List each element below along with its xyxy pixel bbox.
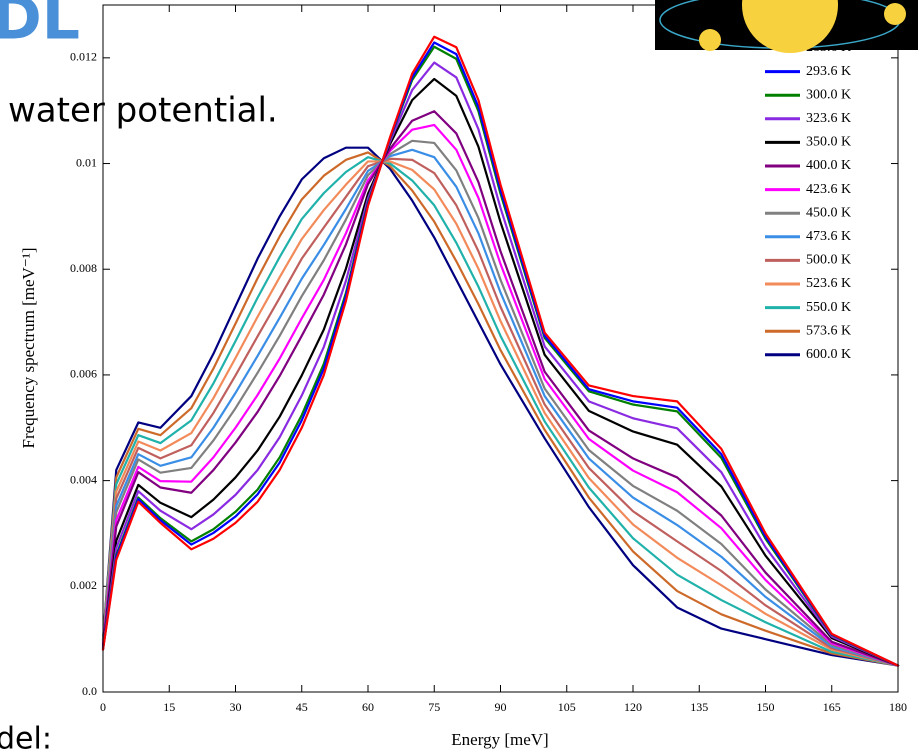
- series-line: [101, 160, 900, 667]
- legend-label: 573.6 K: [806, 323, 851, 338]
- slide-text: del:: [0, 722, 52, 755]
- x-tick-label: 75: [428, 700, 440, 714]
- legend-label: 600.0 K: [806, 347, 851, 362]
- legend-label: 323.6 K: [806, 111, 851, 126]
- y-tick-label: 0.01: [76, 155, 97, 169]
- x-tick-label: 105: [558, 700, 576, 714]
- legend-label: 400.0 K: [806, 158, 851, 173]
- legend-label: 300.0 K: [806, 87, 851, 102]
- plot: 0 15 30 45 60 75 90 105 120 135 150 165 180 0.0 0.002 0…: [70, 5, 907, 714]
- y-tick-label: 0.006: [70, 367, 97, 381]
- x-tick-label: 60: [362, 700, 374, 714]
- series-line: [101, 157, 900, 667]
- logo-planet: [884, 3, 906, 25]
- y-tick-label: 0.002: [70, 578, 97, 592]
- legend-label: 450.0 K: [806, 205, 851, 220]
- logo: [655, 0, 918, 53]
- series-line: [101, 139, 900, 667]
- series-line: [101, 148, 900, 667]
- y-tick-label: 0.004: [70, 472, 97, 486]
- legend-label: 350.0 K: [806, 135, 851, 150]
- x-tick-label: 150: [757, 700, 775, 714]
- series-line: [101, 146, 900, 667]
- plot-frame: [102, 4, 899, 693]
- x-tick-label: 90: [495, 700, 507, 714]
- x-tick-label: 180: [889, 700, 907, 714]
- legend-label: 293.6 K: [806, 64, 851, 79]
- x-tick-label: 15: [163, 700, 175, 714]
- x-tick-label: 135: [690, 700, 708, 714]
- slide-text: water potential.: [8, 91, 278, 131]
- x-tick-label: 120: [624, 700, 642, 714]
- y-tick-label: 0.012: [70, 50, 97, 64]
- x-tick-label: 45: [296, 700, 308, 714]
- series-line: [101, 110, 900, 667]
- series-line: [101, 151, 900, 667]
- legend-label: 423.6 K: [806, 182, 851, 197]
- y-tick-label: 0.0: [82, 684, 97, 698]
- x-axis-label: Energy [meV]: [451, 730, 548, 749]
- x-tick-label: 30: [230, 700, 242, 714]
- legend-label: 473.6 K: [806, 229, 851, 244]
- legend-label: 500.0 K: [806, 253, 851, 268]
- series-line: [101, 156, 900, 667]
- legend-label: 523.6 K: [806, 276, 851, 291]
- series-line: [101, 123, 900, 667]
- logo-planet: [699, 29, 721, 51]
- legend-label: 550.0 K: [806, 300, 851, 315]
- series-line: [101, 35, 900, 667]
- slide-heading: DL: [0, 0, 80, 54]
- y-tick-label: 0.008: [70, 261, 97, 275]
- y-axis-label: Frequency spectrum [meV⁻¹]: [19, 247, 38, 448]
- x-tick-label: 165: [823, 700, 841, 714]
- x-tick-label: 0: [100, 700, 106, 714]
- logo-sun: [742, 0, 838, 53]
